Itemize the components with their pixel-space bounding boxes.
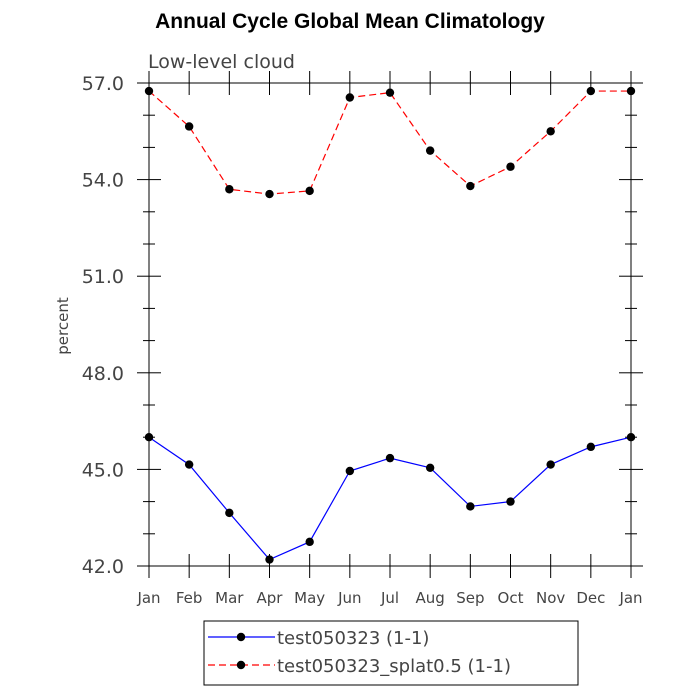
x-tick-label: Jan: [136, 589, 160, 607]
y-tick-labels: 42.0 45.0 48.0 51.0 54.0 57.0: [82, 73, 124, 578]
legend: test050323 (1-1) test050323_splat0.5 (1-…: [203, 620, 579, 686]
x-tick-label: Jun: [337, 589, 361, 607]
series-1-point: [506, 497, 515, 506]
x-tick-label: Sep: [456, 589, 484, 607]
x-tick-label: Dec: [576, 589, 605, 607]
plot-frame: [148, 82, 632, 567]
series-2-point: [305, 186, 314, 196]
series-1-point: [265, 555, 274, 564]
chart-subtitle: Low-level cloud: [148, 51, 295, 73]
series-1-point: [466, 502, 475, 511]
series-2-point: [586, 86, 596, 96]
x-tick-label: Feb: [176, 589, 203, 607]
series-1-point: [184, 460, 194, 469]
y-tick-label: 51.0: [82, 266, 124, 288]
series-1-point: [345, 466, 355, 476]
series-2-point: [385, 88, 395, 97]
chart-title: Annual Cycle Global Mean Climatology: [155, 10, 545, 33]
series-1-point: [626, 433, 636, 442]
series-line-2: [148, 90, 631, 195]
x-tick-label: Jan: [618, 589, 642, 607]
series-1-point: [305, 537, 314, 547]
x-tick-labels: Jan Feb Mar Apr May Jun Jul Aug Sep Oct Nov Dec Jan: [136, 589, 642, 607]
series-1-point: [144, 433, 154, 442]
y-tick-label: 54.0: [82, 170, 124, 192]
series-2-point: [184, 122, 194, 131]
y-tick-label: 48.0: [82, 363, 124, 385]
axis-ticks: [137, 71, 643, 578]
series-2-point: [225, 185, 234, 194]
series-1-point: [546, 460, 555, 469]
series-2-point: [466, 181, 475, 191]
x-tick-label: May: [294, 589, 325, 607]
y-tick-label: 57.0: [82, 73, 124, 95]
series-2-point: [265, 189, 274, 199]
legend-box: [203, 620, 579, 686]
series-2-point: [506, 162, 515, 171]
series-2-point: [345, 93, 355, 102]
x-tick-label: Oct: [498, 589, 524, 607]
series-1-point: [225, 508, 234, 518]
legend-label-1: test050323 (1-1): [277, 628, 429, 649]
y-tick-label: 45.0: [82, 459, 124, 481]
series-1-point: [425, 463, 435, 472]
y-tick-label: 42.0: [82, 556, 124, 578]
series-2-point: [626, 86, 636, 96]
x-tick-label: Apr: [257, 589, 284, 607]
x-tick-label: Nov: [536, 589, 565, 607]
x-tick-label: Jul: [380, 589, 399, 607]
x-tick-label: Aug: [416, 589, 445, 607]
legend-marker-blue: [236, 632, 246, 642]
legend-marker-red: [236, 660, 246, 670]
series-2-point: [425, 146, 435, 155]
x-tick-label: Mar: [215, 589, 244, 607]
y-axis-label: percent: [54, 297, 72, 355]
series-group: [144, 86, 636, 564]
series-1-point: [385, 453, 395, 463]
series-2-point: [546, 127, 555, 136]
series-1-point: [586, 442, 596, 452]
series-2-point: [144, 86, 154, 96]
legend-label-2: test050323_splat0.5 (1-1): [277, 656, 511, 677]
